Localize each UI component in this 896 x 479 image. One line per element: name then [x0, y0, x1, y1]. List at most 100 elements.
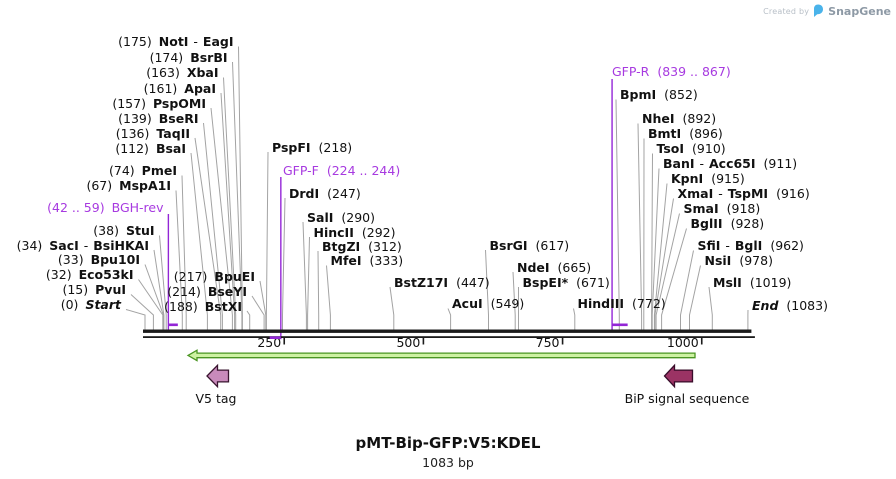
site-label-bseri[interactable]: (139) BseRI	[118, 110, 199, 126]
sequence-line-and-ruler	[143, 329, 755, 345]
site-label-eco53ki[interactable]: (32) Eco53kI	[45, 267, 134, 282]
v5-tag-arrow[interactable]	[206, 363, 230, 389]
plasmid-title-block: pMT-Bip-GFP:V5:KDEL 1083 bp	[0, 434, 896, 470]
site-label-sfii-bgli[interactable]: SfiI - BglI (962)	[697, 238, 804, 253]
site-label-bpmi[interactable]: BpmI (852)	[620, 87, 698, 102]
primer-label-gfp-r[interactable]: GFP-R (839 .. 867)	[612, 64, 731, 79]
site-label-kpni[interactable]: KpnI (915)	[671, 171, 745, 186]
site-label-bsai[interactable]: (112) BsaI	[115, 140, 186, 156]
connector-line	[689, 265, 701, 331]
sequence-line	[143, 329, 752, 333]
site-label-ndei[interactable]: NdeI (665)	[517, 259, 592, 275]
connector-line	[220, 92, 236, 331]
site-label-drdi[interactable]: DrdI (247)	[289, 185, 361, 201]
plasmid-name: pMT-Bip-GFP:V5:KDEL	[355, 434, 541, 452]
site-label-hindiii[interactable]: HindIII (772)	[577, 296, 666, 311]
connector-line	[130, 294, 154, 331]
connector-line	[651, 168, 660, 331]
site-label-taqii[interactable]: (136) TaqII	[115, 125, 190, 141]
site-label-stui[interactable]: (38) StuI	[93, 223, 155, 238]
connector-line	[175, 190, 183, 331]
site-label-apai[interactable]: (161) ApaI	[143, 80, 216, 96]
connector-line	[194, 137, 222, 331]
connector-line	[125, 309, 146, 331]
connector-line	[223, 77, 237, 331]
ruler-tick	[700, 338, 703, 345]
primer-site-bars	[168, 323, 628, 339]
primer-bar[interactable]	[612, 323, 628, 327]
site-label-xmai-tspmi[interactable]: XmaI - TspMI (916)	[677, 186, 810, 201]
connector-line	[637, 123, 643, 331]
site-label-pspfi[interactable]: PspFI (218)	[272, 139, 353, 155]
connector-line	[203, 122, 223, 331]
connector-line	[282, 197, 286, 331]
v5-tag-label: V5 tag	[195, 390, 237, 406]
site-label-bani-acc65i[interactable]: BanI - Acc65I (911)	[663, 156, 798, 171]
connector-line	[265, 151, 269, 331]
site-label-btgzi[interactable]: BtgZI (312)	[322, 238, 402, 254]
site-label-acui[interactable]: AcuI (549)	[452, 296, 525, 311]
connector-line	[389, 286, 395, 331]
site-label-end[interactable]: End (1083)	[752, 297, 828, 313]
ruler-number: 500	[396, 335, 421, 350]
connector-line	[651, 153, 653, 331]
site-connector-lines	[125, 46, 749, 331]
site-label-bpuei[interactable]: (217) BpuEI	[173, 268, 255, 284]
ruler-tick	[561, 338, 564, 345]
connector-line	[246, 310, 251, 331]
connector-line	[512, 271, 516, 331]
connector-line	[485, 249, 489, 331]
site-label-smai[interactable]: SmaI (918)	[683, 201, 761, 216]
connector-line	[447, 308, 452, 331]
site-label-nsii[interactable]: NsiI (978)	[704, 253, 773, 268]
site-label-sali[interactable]: SalI (290)	[307, 209, 375, 225]
site-label-bsrbi[interactable]: (174) BsrBI	[149, 49, 228, 65]
connector-line	[654, 198, 674, 331]
site-label-mspa1i[interactable]: (67) MspA1I	[86, 178, 171, 193]
connector-line	[232, 61, 243, 331]
site-label-bpu10i[interactable]: (33) Bpu10I	[57, 252, 140, 267]
ruler-tick	[422, 338, 425, 345]
snapgene-brand-text: SnapGene	[828, 4, 891, 18]
site-label-pvui[interactable]: (15) PvuI	[62, 282, 126, 297]
bip-signal-sequence-arrow[interactable]	[663, 363, 694, 389]
site-label-bmti[interactable]: BmtI (896)	[648, 126, 723, 141]
site-label-bspei[interactable]: BspEI* (671)	[522, 274, 610, 290]
site-label-hincii[interactable]: HincII (292)	[313, 224, 396, 240]
site-label-bseyi[interactable]: (214) BseYI	[167, 283, 247, 299]
feature-arrows	[186, 349, 696, 389]
site-label-pspomi[interactable]: (157) PspOMI	[112, 95, 206, 111]
ruler-number: 750	[535, 335, 560, 350]
site-label-bstz17i[interactable]: BstZ17I (447)	[394, 274, 490, 290]
site-label-pmei[interactable]: (74) PmeI	[109, 163, 177, 178]
site-label-nhei[interactable]: NheI (892)	[642, 111, 717, 126]
connector-line	[573, 308, 576, 331]
primer-label-gfp-f[interactable]: GFP-F (224 .. 244)	[283, 162, 401, 178]
connector-line	[317, 250, 320, 331]
site-label-bstxi[interactable]: (188) BstXI	[164, 298, 242, 314]
site-label-msli[interactable]: MslI (1019)	[713, 274, 792, 290]
connector-line	[708, 286, 713, 331]
site-label-bglii[interactable]: BglII (928)	[690, 216, 765, 231]
site-label-saci-bsihkai[interactable]: (34) SacI - BsiHKAI	[16, 237, 149, 253]
site-label-bsrgi[interactable]: BsrGI (617)	[489, 237, 570, 253]
primer-label-bgh-rev[interactable]: (42 .. 59) BGH-rev	[47, 200, 164, 215]
created-by-text: Created by	[763, 6, 810, 16]
snapgene-credit: Created by SnapGene	[763, 4, 891, 18]
plasmid-length: 1083 bp	[422, 455, 474, 470]
connector-line	[190, 152, 208, 331]
snapgene-logo-icon	[814, 4, 824, 17]
reading-frame-arrow[interactable]	[186, 349, 696, 362]
connector-line	[307, 236, 310, 331]
site-label-xbai[interactable]: (163) XbaI	[146, 65, 219, 80]
site-label-mfei[interactable]: MfeI (333)	[330, 253, 404, 268]
site-label-tsoi[interactable]: TsoI (910)	[656, 141, 726, 156]
connector-line	[680, 250, 694, 331]
ruler-number: 250	[257, 335, 282, 350]
primer-bar[interactable]	[168, 323, 178, 327]
connector-line	[326, 265, 331, 331]
primer-bar[interactable]	[269, 336, 281, 339]
site-label-start[interactable]: (0) Start	[60, 297, 121, 312]
site-label-noti-eagi[interactable]: (175) NotI - EagI	[118, 34, 234, 49]
connector-line	[655, 213, 680, 331]
